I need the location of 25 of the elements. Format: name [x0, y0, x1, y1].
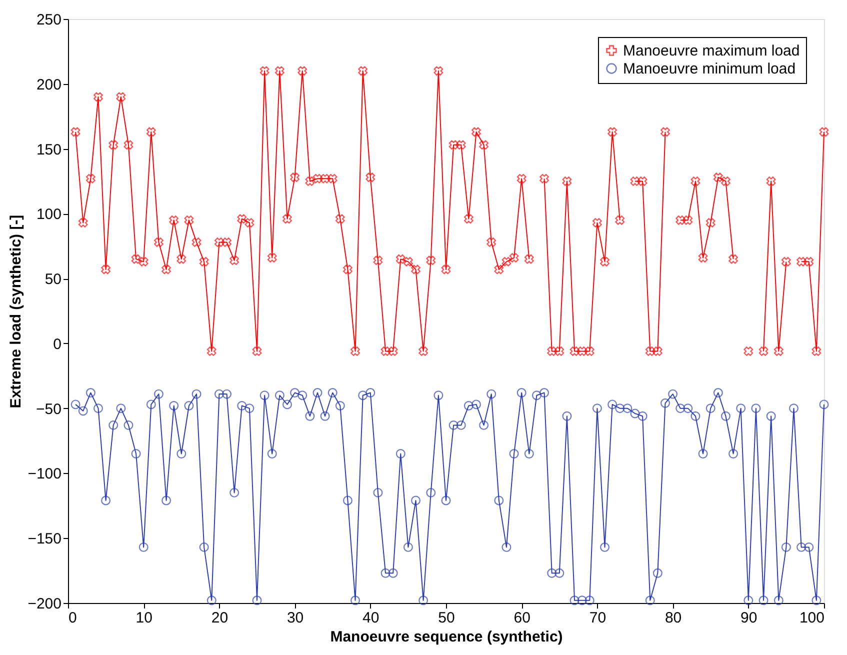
x-tick-label: 60: [514, 610, 530, 626]
x-tick-label: 80: [664, 610, 682, 626]
x-tick-label: 70: [589, 610, 606, 626]
y-tick-label: 50: [44, 271, 62, 288]
y-axis-title: Extreme load (synthetic) [-]: [8, 214, 25, 408]
y-tick-label: 150: [36, 141, 62, 158]
y-tick-label: −50: [36, 400, 62, 418]
x-tick-label: 0: [68, 610, 77, 626]
y-tick-label: 0: [53, 336, 62, 353]
y-tick-label: −200: [28, 596, 62, 612]
x-tick-label: 90: [740, 610, 758, 626]
y-tick-label: 200: [36, 76, 62, 94]
y-tick-label: −100: [28, 466, 62, 483]
x-tick-label: 100: [799, 610, 824, 626]
y-tick-label: 250: [36, 12, 62, 28]
x-tick-label: 40: [362, 610, 380, 626]
x-tick-label: 10: [136, 610, 152, 626]
y-tick-label: 100: [36, 206, 62, 224]
legend-label: Manoeuvre minimum load: [623, 60, 796, 78]
x-tick-label: 30: [286, 610, 304, 626]
x-tick-label: 20: [211, 610, 228, 626]
x-axis-title: Manoeuvre sequence (synthetic): [330, 628, 563, 646]
legend-label: Manoeuvre maximum load: [623, 42, 800, 60]
x-tick-label: 50: [438, 610, 455, 626]
y-tick-label: −150: [28, 530, 62, 548]
